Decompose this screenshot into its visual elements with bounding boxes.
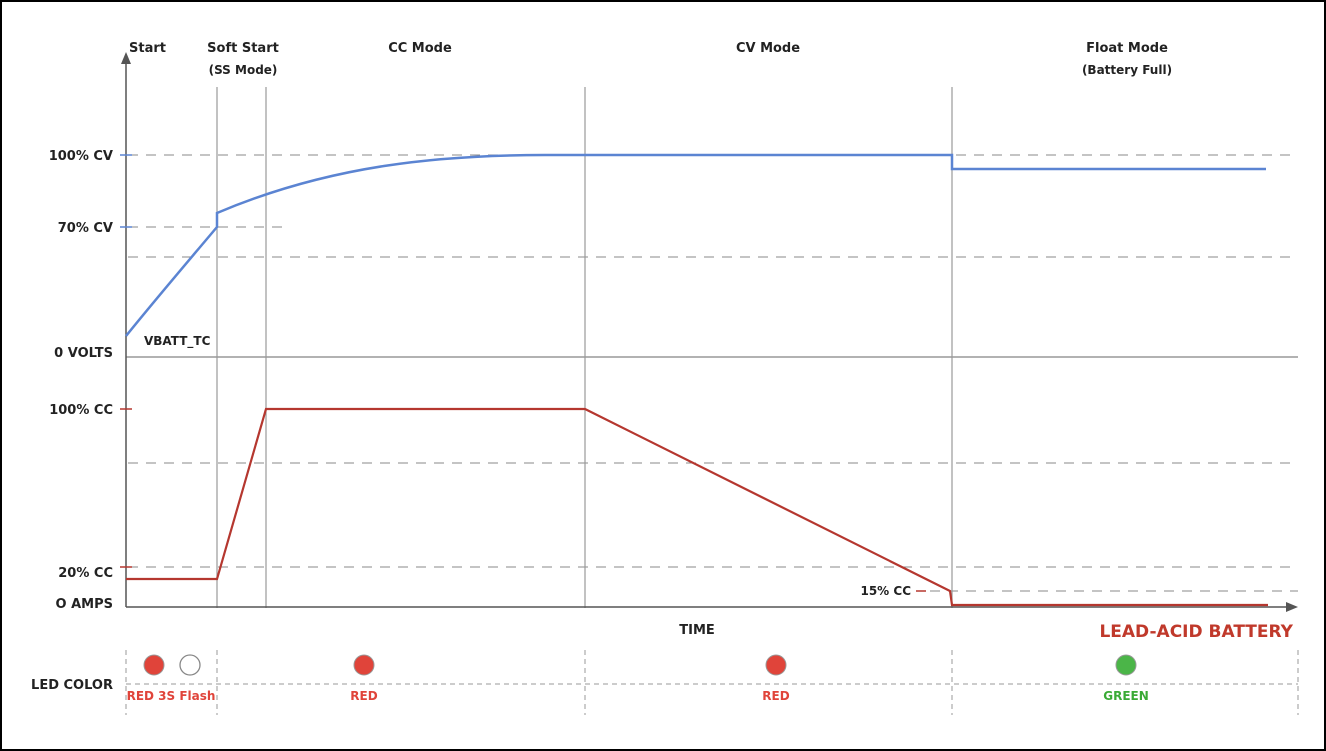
led-segment-label: RED 3S Flash <box>127 689 216 703</box>
phase-cv-mode-label: CV Mode <box>736 41 800 56</box>
current-reference-lines <box>128 462 1298 592</box>
voltage-trace <box>125 153 1266 337</box>
x-axis-arrow-icon <box>1286 602 1298 612</box>
zero-volts-label: 0 VOLTS <box>54 346 113 361</box>
led-color-label: LED COLOR <box>31 678 113 693</box>
diagram-title: LEAD-ACID BATTERY <box>1099 622 1293 642</box>
cv100-label: 100% CV <box>49 149 113 164</box>
led-green-icon <box>1115 654 1137 676</box>
led-segment-label: GREEN <box>1103 689 1149 703</box>
led-segment-label: RED <box>350 689 377 703</box>
cc20-label: 20% CC <box>58 566 113 581</box>
phase-separators <box>216 87 953 608</box>
time-axis-label: TIME <box>679 623 715 638</box>
led-segment-label: RED <box>762 689 789 703</box>
phase-soft-start-label: Soft Start <box>207 41 279 56</box>
led-red-icon <box>353 654 375 676</box>
zero-amps-label: O AMPS <box>56 597 113 612</box>
vbatt-tc-label: VBATT_TC <box>144 334 211 349</box>
phase-float-mode-label: Float Mode <box>1086 41 1168 56</box>
axes <box>125 60 1290 608</box>
axis-ticks <box>120 154 926 592</box>
phase-start-label: Start <box>129 41 166 56</box>
phase-cc-mode-label: CC Mode <box>388 41 452 56</box>
led-section-lines <box>125 650 1299 715</box>
phase-soft-start-sublabel: (SS Mode) <box>209 63 278 77</box>
current-trace <box>126 407 1268 607</box>
led-red-icon <box>765 654 787 676</box>
cv70-label: 70% CV <box>58 221 113 236</box>
cc100-label: 100% CC <box>49 403 113 418</box>
voltage-reference-lines <box>128 154 1298 258</box>
led-off-icon <box>179 654 201 676</box>
y-axis-arrow-icon <box>121 52 131 64</box>
led-red-icon <box>143 654 165 676</box>
phase-float-mode-sublabel: (Battery Full) <box>1082 63 1172 77</box>
cc15-label: 15% CC <box>860 584 911 598</box>
